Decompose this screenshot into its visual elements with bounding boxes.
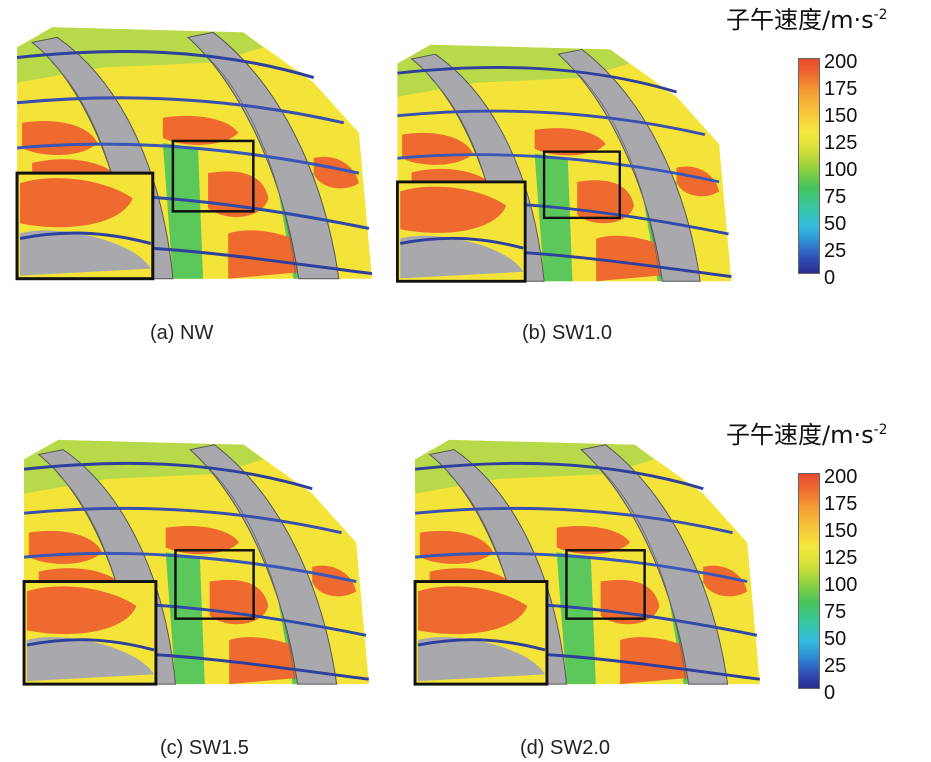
tick-label: 50 <box>824 213 847 235</box>
caption-nw: (a) NW <box>150 322 214 344</box>
tick-label: 0 <box>824 682 836 704</box>
caption-sw1-0: (b) SW1.0 <box>522 322 613 344</box>
tick-label: 200 <box>824 51 858 73</box>
tick-label: 75 <box>824 601 847 623</box>
tick-label: 25 <box>824 240 847 262</box>
tick-label: 150 <box>824 105 858 127</box>
tick-label: 100 <box>824 159 858 181</box>
tick-label: 100 <box>824 574 858 596</box>
tick-label: 0 <box>824 267 836 289</box>
legend-bottom: 子午速度/m·s-2 200 175 150 125 100 75 50 25 … <box>726 415 888 715</box>
tick-label: 175 <box>824 78 858 100</box>
legend-top: 子午速度/m·s-2 200 175 150 125 100 75 50 25 … <box>726 0 888 300</box>
tick-label: 150 <box>824 520 858 542</box>
contour-plot-sw1-0 <box>382 40 744 286</box>
tick-label: 50 <box>824 628 847 650</box>
legend-title: 子午速度/m·s-2 <box>726 6 888 34</box>
legend-title: 子午速度/m·s-2 <box>726 421 888 449</box>
contour-plot-sw2-0 <box>405 435 767 689</box>
contour-plot-nw <box>12 20 374 286</box>
panel-sw1-5 <box>14 435 376 689</box>
tick-label: 25 <box>824 655 847 677</box>
panel-sw1-0 <box>382 40 744 286</box>
tick-label: 200 <box>824 466 858 488</box>
caption-sw1-5: (c) SW1.5 <box>160 737 249 759</box>
contour-plot-sw1-5 <box>14 435 376 689</box>
colorbar <box>798 58 820 274</box>
colorbar <box>798 473 820 689</box>
panel-nw <box>12 20 374 286</box>
tick-label: 175 <box>824 493 858 515</box>
tick-label: 125 <box>824 547 858 569</box>
caption-sw2-0: (d) SW2.0 <box>520 737 611 759</box>
tick-label: 125 <box>824 132 858 154</box>
panel-sw2-0 <box>405 435 767 689</box>
tick-label: 75 <box>824 186 847 208</box>
